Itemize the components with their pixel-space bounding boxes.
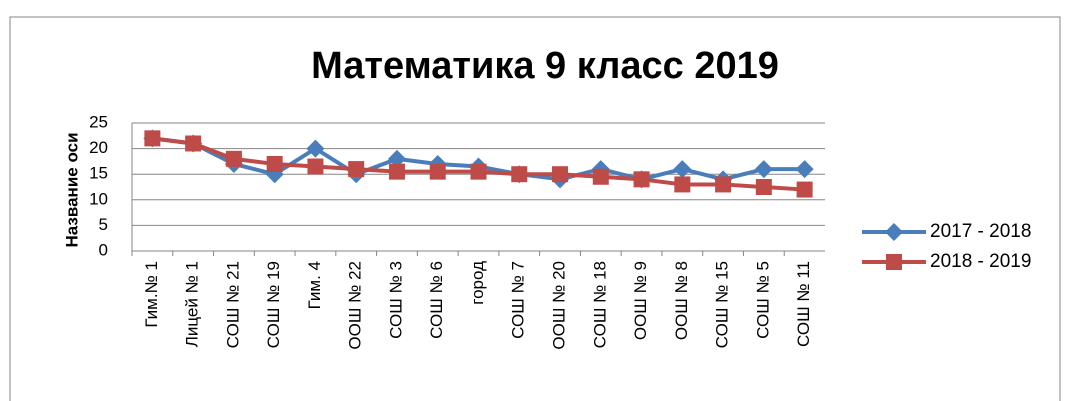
data-point: [144, 130, 161, 147]
data-point: [387, 149, 406, 168]
y-tick-label: 0: [99, 240, 108, 259]
x-tick-label: СОШ № 7: [509, 261, 528, 339]
data-point: [552, 166, 569, 183]
x-tick-label: ООШ № 9: [631, 261, 650, 340]
x-tick-label: Гим.№ 1: [142, 261, 161, 328]
data-point: [511, 166, 528, 183]
x-tick-label: ООШ № 20: [550, 261, 569, 350]
x-tick-label: СОШ № 18: [590, 261, 609, 348]
data-point: [470, 163, 487, 180]
y-tick-label: 5: [99, 215, 108, 234]
data-point: [674, 176, 691, 193]
data-point: [715, 176, 732, 193]
data-point: [429, 163, 446, 180]
x-tick-label: СОШ № 19: [264, 261, 283, 348]
legend-label: 2017 - 2018: [930, 221, 1031, 242]
x-tick-label: СОШ № 21: [223, 261, 242, 348]
data-point: [306, 139, 325, 158]
data-point: [592, 168, 609, 185]
x-tick-label: Лицей № 1: [183, 261, 202, 347]
x-tick-label: СОШ № 5: [753, 261, 772, 339]
x-tick-label: СОШ № 15: [713, 261, 732, 348]
x-tick-label: ООШ № 22: [346, 261, 365, 350]
y-tick-label: 15: [89, 164, 108, 183]
data-point: [266, 155, 283, 172]
data-point: [796, 181, 813, 198]
data-point: [633, 171, 650, 188]
x-tick-label: Гим. 4: [305, 261, 324, 309]
data-point: [225, 150, 242, 167]
legend-marker: [885, 223, 903, 241]
data-point: [673, 160, 692, 179]
legend-marker: [886, 254, 902, 270]
x-tick-label: СОШ № 3: [386, 261, 405, 339]
x-tick-label: ООШ № 8: [672, 261, 691, 340]
y-tick-label: 20: [89, 138, 108, 157]
x-tick-label: СОШ № 11: [794, 261, 813, 347]
data-point: [795, 160, 814, 179]
y-tick-label: 25: [89, 112, 108, 131]
chart-title: Математика 9 класс 2019: [311, 45, 779, 87]
y-tick-label: 10: [89, 189, 108, 208]
data-point: [348, 161, 365, 178]
chart-border: [9, 16, 1061, 401]
data-point: [185, 135, 202, 152]
y-axis-label: Название оси: [62, 132, 81, 247]
legend-label: 2018 - 2019: [930, 251, 1031, 272]
data-point: [755, 179, 772, 195]
x-tick-label: СОШ № 6: [427, 261, 446, 339]
data-point: [307, 158, 324, 175]
x-tick-label: город: [468, 261, 487, 305]
data-point: [388, 163, 405, 180]
data-point: [754, 160, 773, 179]
